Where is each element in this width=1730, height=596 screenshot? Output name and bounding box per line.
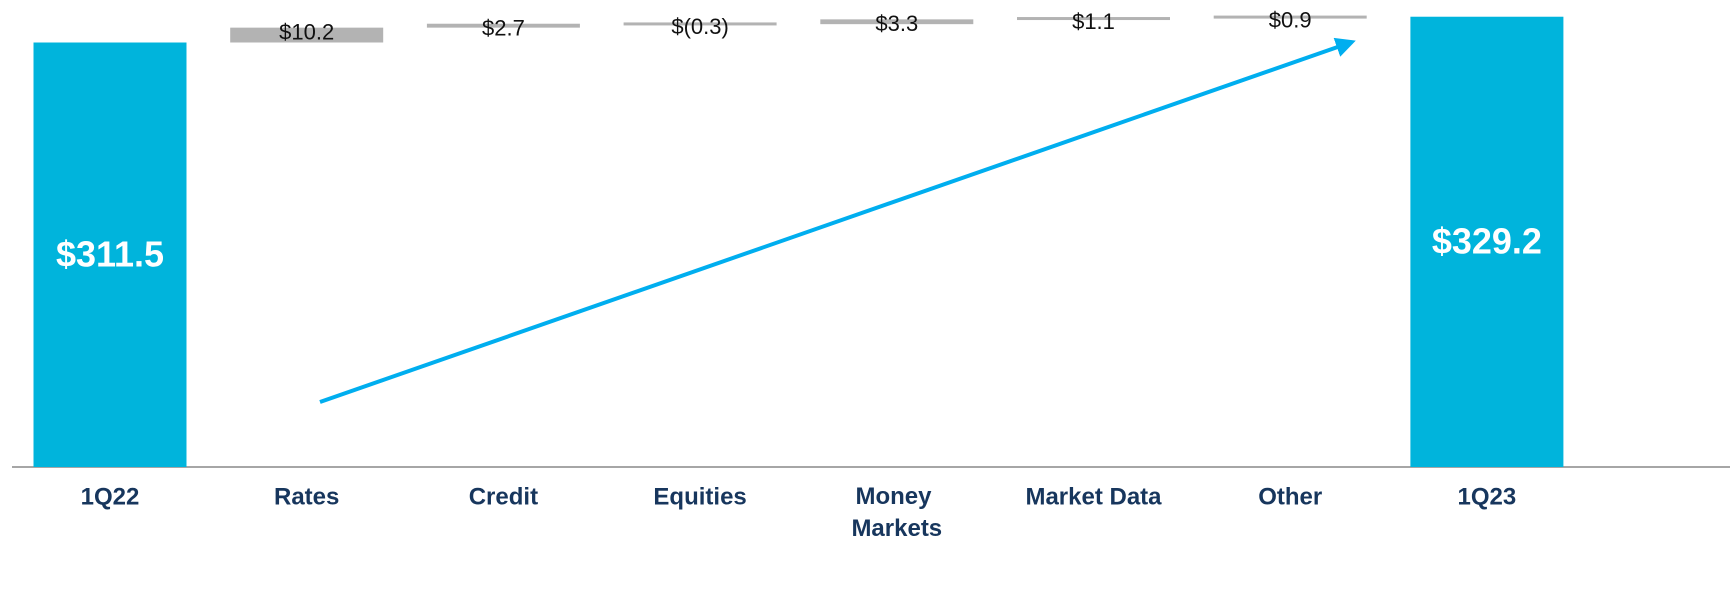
x-tick-label: Rates — [274, 483, 339, 510]
x-tick-label: 1Q23 — [1458, 483, 1517, 510]
change-bar — [623, 22, 777, 26]
x-tick-label: Other — [1258, 483, 1322, 510]
total-bar — [1410, 16, 1564, 467]
change-label: $0.9 — [1269, 7, 1312, 32]
total-label: $311.5 — [56, 233, 164, 274]
change-label: $1.1 — [1072, 9, 1115, 34]
total-bar — [33, 42, 187, 468]
x-tick-label: Equities — [653, 483, 746, 510]
x-tick-label: Market Data — [1025, 483, 1162, 510]
trend-arrow — [319, 37, 1356, 404]
change-label: $3.3 — [875, 11, 918, 36]
change-bar — [1017, 17, 1170, 21]
total-label: $329.2 — [1432, 220, 1542, 261]
change-bar — [1213, 15, 1367, 19]
change-label: $2.7 — [482, 16, 525, 41]
x-tick-label: Money Markets — [851, 483, 942, 542]
x-tick-label: Credit — [469, 483, 538, 510]
x-tick-label: 1Q22 — [81, 483, 140, 510]
change-label: $(0.3) — [671, 14, 728, 39]
change-bar — [230, 27, 384, 43]
change-label: $10.2 — [279, 19, 334, 44]
change-bar — [820, 19, 974, 25]
change-bar — [426, 23, 580, 28]
